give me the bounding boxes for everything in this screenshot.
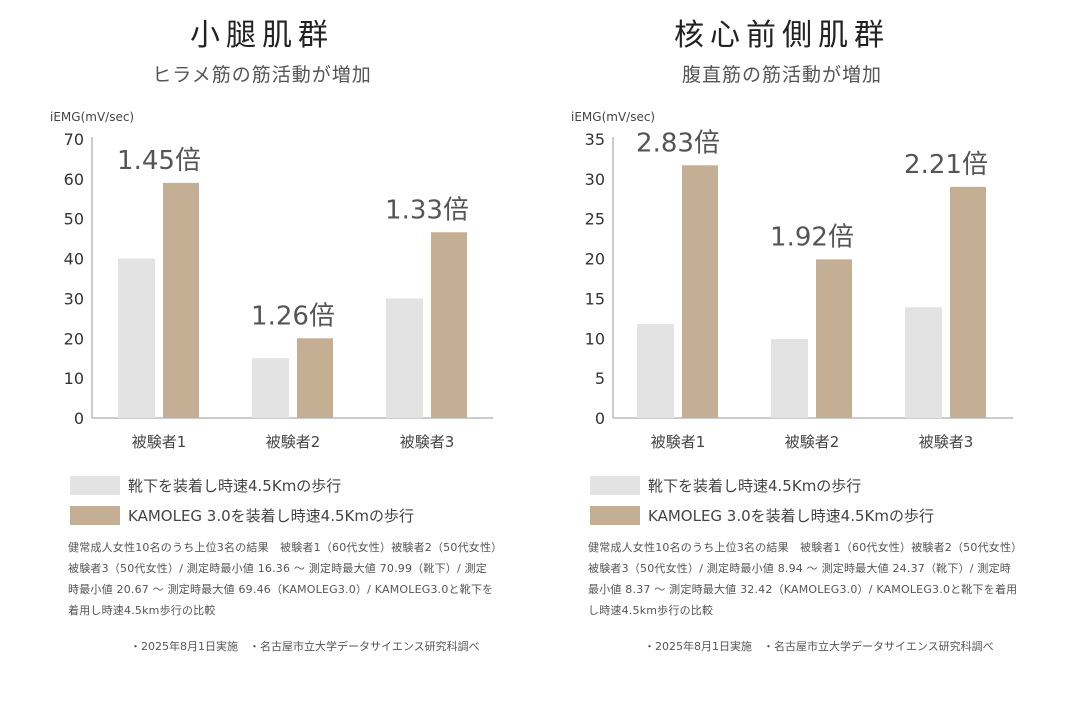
ratio-label: 1.92倍 — [770, 222, 854, 252]
notes-right: 健常成人女性10名のうち上位3名の結果 被験者1（60代女性）被験者2（50代女… — [588, 541, 1018, 617]
y-tick-label: 30 — [64, 289, 84, 308]
chart-title: 核心前側肌群 — [674, 18, 890, 53]
bar-barefoot — [386, 298, 423, 418]
x-tick-label: 被験者2 — [785, 433, 840, 451]
x-tick-label: 被験者1 — [651, 433, 706, 451]
source-left: ・2025年8月1日実施 ・名古屋市立大学データサイエンス研究科調べ — [130, 640, 480, 653]
y-tick-label: 70 — [64, 130, 84, 149]
notes-left: 健常成人女性10名のうち上位3名の結果 被験者1（60代女性）被験者2（50代女… — [68, 541, 497, 617]
legend-label: 靴下を装着し時速4.5Kmの歩行 — [648, 477, 861, 495]
x-tick-label: 被験者3 — [400, 433, 455, 451]
chart-subtitle: ヒラメ筋の筋活動が増加 — [152, 64, 371, 86]
y-tick-label: 20 — [64, 329, 84, 348]
y-tick-label: 40 — [64, 250, 84, 269]
y-axis-label: iEMG(mV/sec) — [571, 110, 655, 124]
bar-kamoleg — [816, 259, 852, 418]
legend-swatch — [70, 506, 120, 525]
legend-swatch — [70, 476, 120, 495]
x-tick-label: 被験者3 — [919, 433, 974, 451]
bar-barefoot — [118, 258, 155, 418]
legend-swatch — [590, 506, 640, 525]
x-tick-label: 被験者2 — [266, 433, 321, 451]
y-axis-label: iEMG(mV/sec) — [50, 110, 134, 124]
bar-kamoleg — [431, 232, 467, 418]
legend-swatch — [590, 476, 640, 495]
y-tick-label: 0 — [595, 409, 605, 428]
y-tick-label: 35 — [585, 130, 605, 149]
ratio-label: 1.45倍 — [117, 146, 201, 176]
y-tick-label: 20 — [585, 250, 605, 269]
y-tick-label: 10 — [585, 329, 605, 348]
ratio-label: 2.21倍 — [904, 150, 988, 180]
y-tick-label: 30 — [585, 170, 605, 189]
chart-title: 小腿肌群 — [190, 18, 334, 53]
y-tick-label: 0 — [74, 409, 84, 428]
ratio-label: 2.83倍 — [636, 128, 720, 158]
legend-label: KAMOLEG 3.0を装着し時速4.5Kmの歩行 — [648, 507, 934, 525]
bar-barefoot — [771, 339, 808, 418]
bar-kamoleg — [950, 186, 986, 418]
legend-label: 靴下を装着し時速4.5Kmの歩行 — [128, 477, 341, 495]
bar-kamoleg — [682, 165, 718, 418]
bar-kamoleg — [163, 182, 199, 418]
chart-subtitle: 腹直筋の筋活動が増加 — [682, 64, 882, 86]
bar-barefoot — [637, 323, 674, 418]
legend-label: KAMOLEG 3.0を装着し時速4.5Kmの歩行 — [128, 507, 414, 525]
y-tick-label: 5 — [595, 369, 605, 388]
ratio-label: 1.26倍 — [251, 301, 335, 331]
bar-barefoot — [252, 358, 289, 418]
ratio-label: 1.33倍 — [385, 195, 469, 225]
y-tick-label: 10 — [64, 369, 84, 388]
bar-kamoleg — [297, 338, 333, 418]
bar-barefoot — [905, 307, 942, 418]
y-tick-label: 60 — [64, 170, 84, 189]
y-tick-label: 15 — [585, 289, 605, 308]
y-tick-label: 25 — [585, 210, 605, 229]
source-right: ・2025年8月1日実施 ・名古屋市立大学データサイエンス研究科調べ — [644, 640, 994, 653]
x-tick-label: 被験者1 — [132, 433, 187, 451]
y-tick-label: 50 — [64, 210, 84, 229]
